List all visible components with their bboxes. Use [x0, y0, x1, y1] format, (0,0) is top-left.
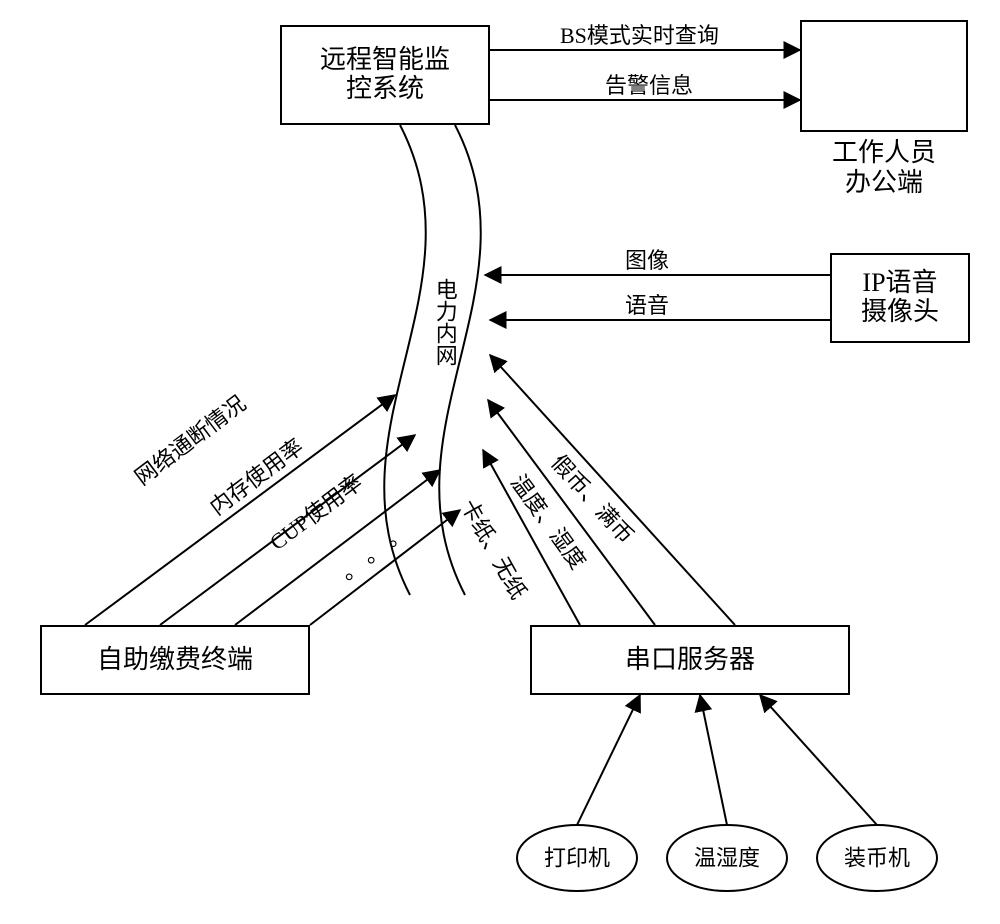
edge-label-bs-query: BS模式实时查询 [560, 23, 719, 48]
node-monitor-label: 远程智能监控系统 [320, 46, 450, 103]
edge-net-status [85, 395, 395, 625]
trunk-label: 电力内网 [433, 278, 458, 366]
node-ipcam-label: IP语音摄像头 [861, 269, 939, 326]
node-staff-label-text: 工作人员办公端 [832, 138, 936, 197]
ellipse-temphum-label: 温湿度 [694, 846, 760, 871]
node-serial: 串口服务器 [530, 625, 850, 695]
node-monitor: 远程智能监控系统 [280, 25, 490, 125]
ellipse-printer-label: 打印机 [544, 846, 610, 871]
edge-coin-up [760, 695, 877, 825]
node-staff-label: 工作人员办公端 [800, 138, 968, 198]
edge-label-alarm: 告警信息 [605, 73, 693, 98]
trunk-label-text: 电力内网 [433, 278, 458, 366]
node-staff [800, 20, 968, 132]
edge-temphum-up [700, 695, 727, 825]
node-terminal: 自助缴费终端 [40, 625, 310, 695]
node-ipcam: IP语音摄像头 [830, 253, 970, 343]
edge-label-voice: 语音 [625, 293, 669, 318]
node-terminal-label: 自助缴费终端 [97, 646, 253, 675]
edge-label-image: 图像 [625, 248, 669, 273]
node-serial-label: 串口服务器 [625, 646, 755, 675]
ellipse-coin-label: 装币机 [844, 846, 910, 871]
edge-printer-up [577, 695, 640, 825]
